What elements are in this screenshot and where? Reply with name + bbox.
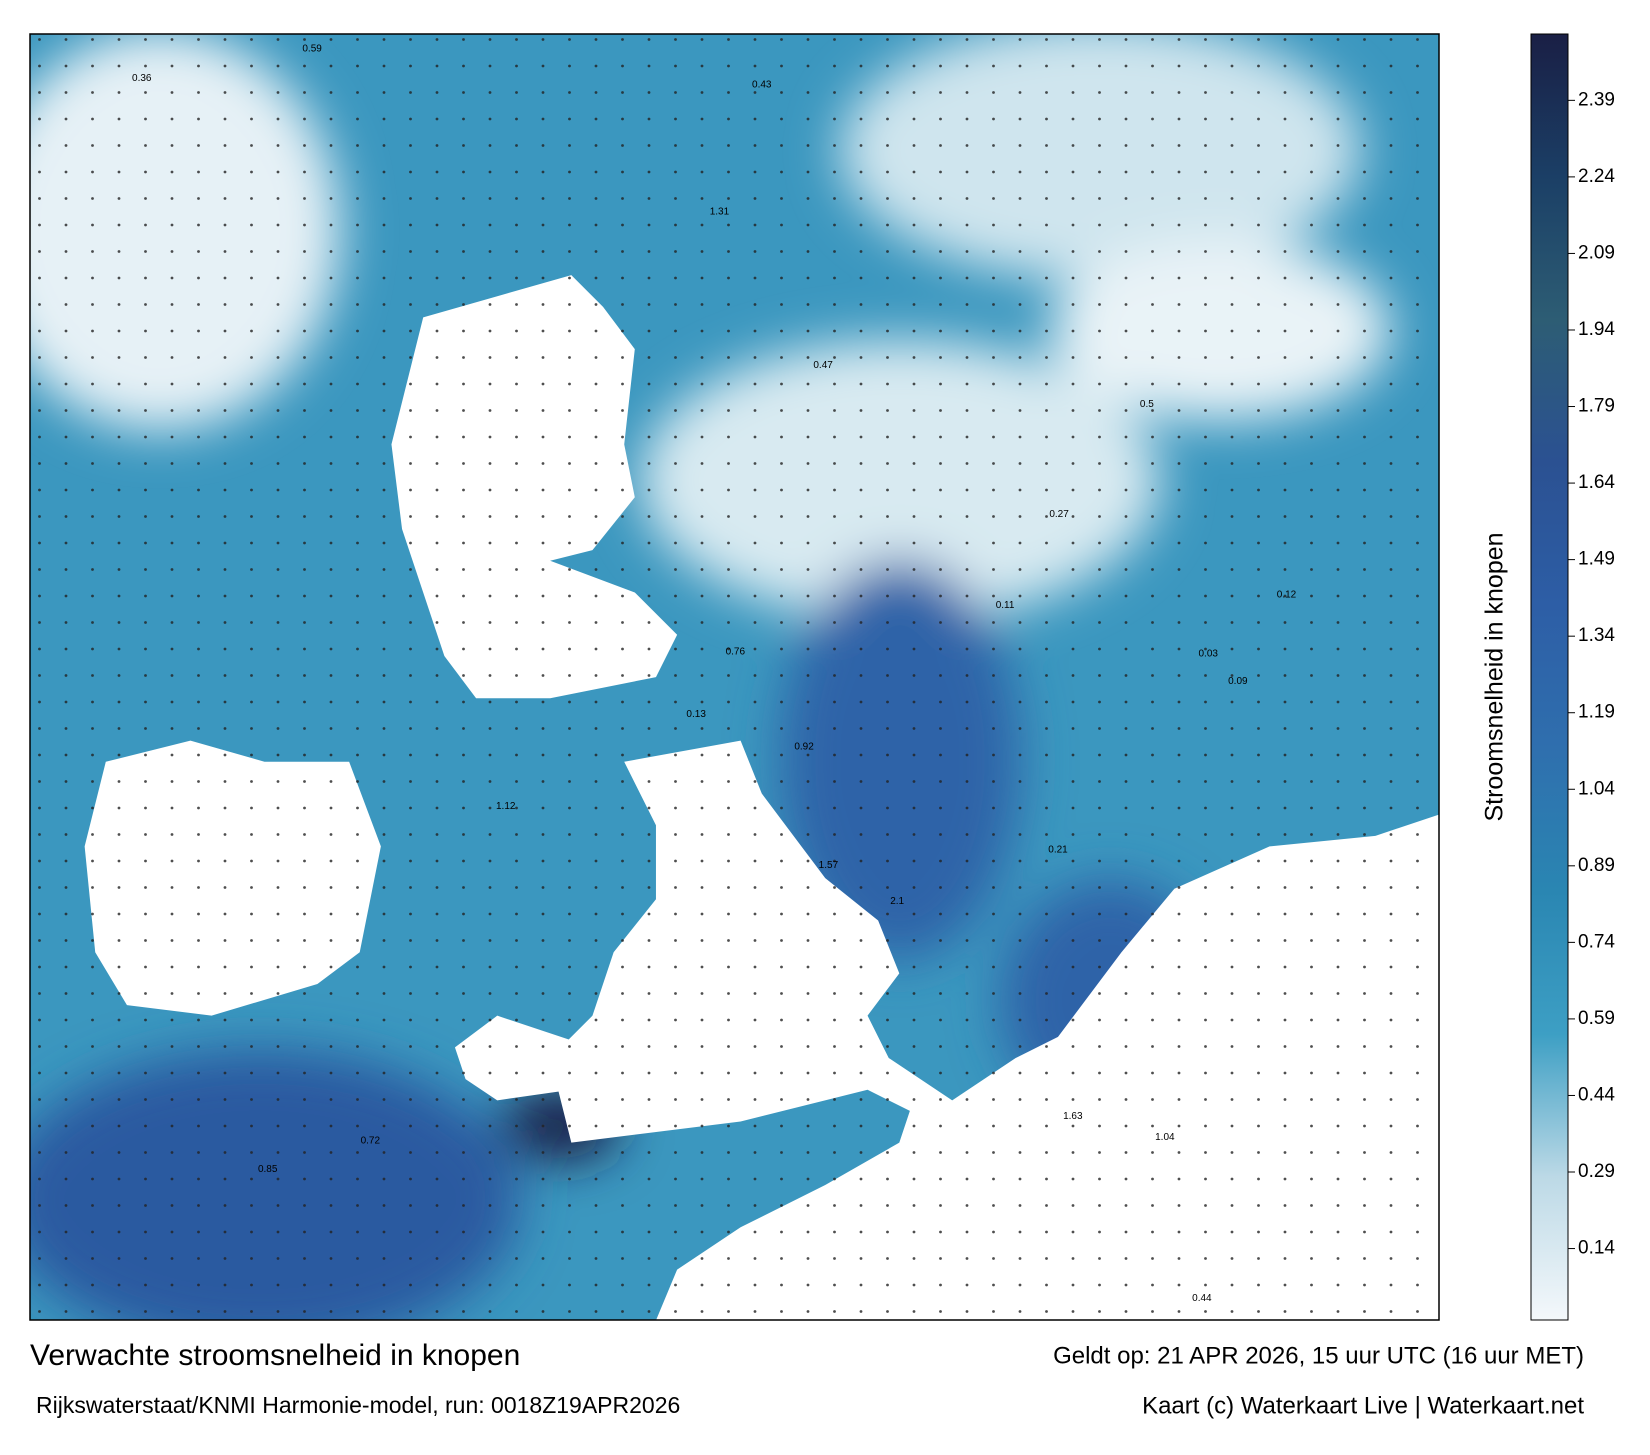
current-speed-label: 0.72 <box>361 1135 381 1146</box>
colorbar-ticks: 0.14 0.29 0.44 0.59 0.74 0.89 1.04 1.19 1.34 1.49… <box>1568 89 1615 1259</box>
current-speed-label: 0.03 <box>1199 649 1219 660</box>
map: 0.36 0.59 0.43 1.31 0.76 0.13 0.47 2.1 1.57 0.92 0… <box>30 34 1439 1320</box>
current-speed-label: 0.76 <box>726 647 746 658</box>
source: Rijkswaterstaat/KNMI Harmonie-model, run… <box>36 1392 680 1418</box>
colorbar <box>1530 33 1569 1321</box>
current-speed-label: 0.92 <box>794 742 814 753</box>
current-speed-label: 0.11 <box>996 600 1015 611</box>
current-speed-label: 0.13 <box>686 709 706 720</box>
vector-grid <box>30 34 1439 1320</box>
colorbar-tick-label: 0.44 <box>1578 1084 1615 1105</box>
current-speed-label: 0.85 <box>258 1164 278 1175</box>
title: Verwachte stroomsnelheid in knopen <box>30 1339 520 1372</box>
current-speed-label: 1.04 <box>1155 1132 1175 1143</box>
colorbar-tick-label: 1.19 <box>1578 702 1615 723</box>
colorbar-tick-label: 2.24 <box>1578 166 1615 187</box>
colorbar-tick-label: 1.79 <box>1578 396 1615 417</box>
colorbar-tick-label: 0.74 <box>1578 931 1615 952</box>
current-speed-label: 1.63 <box>1063 1111 1083 1122</box>
current-speed-label: 0.12 <box>1277 589 1297 600</box>
current-speed-label: 0.44 <box>1192 1293 1212 1304</box>
colorbar-tick-label: 0.29 <box>1578 1161 1615 1182</box>
colorbar-tick-label: 1.94 <box>1578 319 1615 340</box>
colorbar-tick-label: 1.64 <box>1578 472 1615 493</box>
valid-time: Geldt op: 21 APR 2026, 15 uur UTC (16 uu… <box>1053 1342 1584 1369</box>
colorbar-tick-label: 0.59 <box>1578 1008 1615 1029</box>
current-speed-label: 0.59 <box>302 43 322 54</box>
colorbar-tick-label: 0.14 <box>1578 1238 1615 1259</box>
colorbar-tick-label: 0.89 <box>1578 855 1615 876</box>
credit: Kaart (c) Waterkaart Live | Waterkaart.n… <box>1142 1392 1584 1419</box>
colorbar-tick-label: 1.49 <box>1578 549 1615 570</box>
current-speed-label: 0.5 <box>1140 399 1154 410</box>
colorbar-label: Stroomsnelheid in knopen <box>1481 532 1509 821</box>
current-speed-label: 0.21 <box>1048 844 1068 855</box>
current-speed-label: 0.36 <box>132 73 152 84</box>
current-speed-label: 1.57 <box>819 860 839 871</box>
current-speed-label: 0.43 <box>752 79 772 90</box>
current-speed-label: 2.1 <box>890 896 904 907</box>
map-frame <box>29 33 1440 1321</box>
current-speed-label: 0.47 <box>813 360 833 371</box>
current-speed-label: 1.12 <box>496 801 516 812</box>
current-speed-label: 1.31 <box>710 206 730 217</box>
colorbar-tick-label: 2.09 <box>1578 242 1615 263</box>
colorbar-tick-label: 2.39 <box>1578 89 1615 110</box>
current-speed-label: 0.09 <box>1228 676 1248 687</box>
current-speed-label: 0.27 <box>1049 509 1069 520</box>
current-labels: 0.36 0.59 0.43 1.31 0.76 0.13 0.47 2.1 1.57 0.92 0… <box>132 43 1297 1304</box>
colorbar-tick-label: 1.34 <box>1578 625 1615 646</box>
colorbar-tick-label: 1.04 <box>1578 778 1615 799</box>
